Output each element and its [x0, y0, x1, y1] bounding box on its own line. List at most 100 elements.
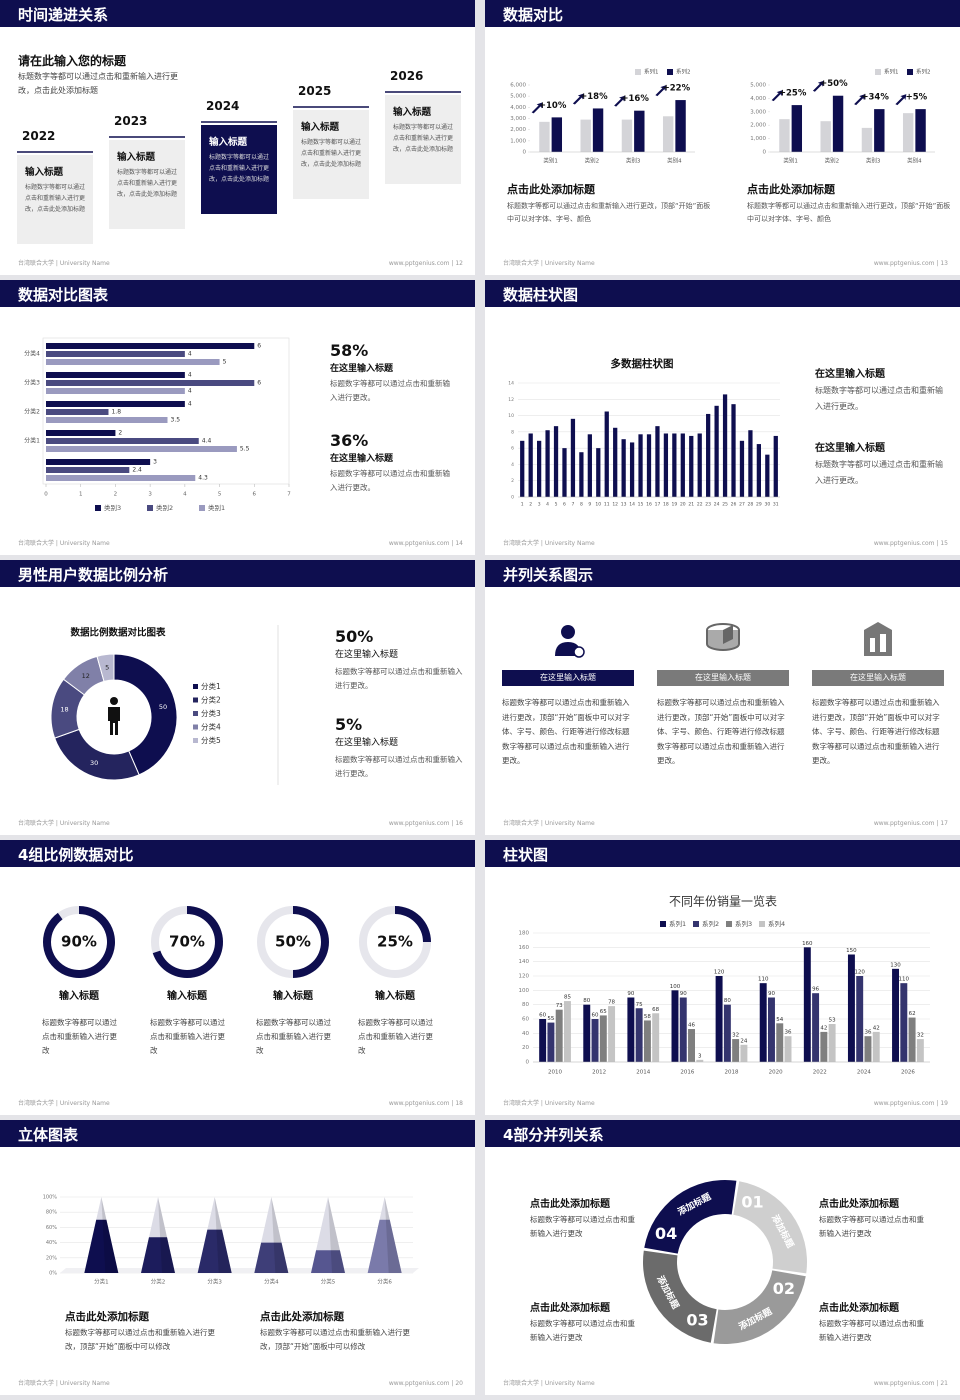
bar: [861, 127, 873, 152]
stat-value: 5%: [335, 715, 363, 734]
annotation-arrow: [771, 90, 783, 102]
box-text: 标题数字等都可以通过点击和重新输入进行更改，点击此处添加标题: [117, 169, 178, 198]
item-text: 标题数字等都可以通过点击和重新输入进行更改: [42, 1018, 117, 1055]
y-tick-label: 3,000: [510, 116, 526, 122]
item-text: 标题数字等都可以通过点击和重新输入进行更改。: [815, 386, 943, 411]
bar: [592, 108, 604, 152]
box-text: 标题数字等都可以通过点击和重新输入进行更改，点击此处添加标题: [393, 124, 454, 153]
slide: 数据柱状图 台湾联合大学 | University Name www.pptgeni…: [485, 280, 960, 555]
bar: [46, 409, 109, 415]
year: 2023: [114, 114, 148, 128]
bar: [604, 411, 609, 497]
bar: [536, 440, 542, 497]
x-tick-label: 类别2: [825, 157, 840, 165]
slide-header: 男性用户数据比例分析: [0, 560, 475, 587]
item-title: 点击此处添加标题: [819, 1199, 899, 1210]
bar: [555, 1009, 563, 1062]
footer-right: www.pptgenius.com | 12: [388, 260, 463, 267]
legend-swatch: [95, 505, 101, 511]
item-text: 标题数字等都可以通过点击和重新输入进行更改: [358, 1018, 433, 1055]
annotation-arrow: [895, 94, 907, 106]
y-tick-label: 2: [511, 478, 514, 484]
slide-title: 并列关系图示: [503, 566, 594, 584]
bar: [722, 394, 728, 497]
footer-right: www.pptgenius.com | 14: [388, 540, 463, 547]
legend-swatch: [875, 69, 881, 75]
item-text: 标题数字等都可以通过点击和重新输入进行更改: [819, 1319, 924, 1342]
y-tick-label: 20%: [46, 1255, 57, 1261]
x-tick-label: 15: [638, 502, 644, 508]
y-tick-label: 6,000: [510, 83, 526, 89]
x-tick-label: 分类2: [151, 1278, 166, 1286]
x-tick-label: 5: [218, 492, 222, 498]
item-title: 点击此处添加标题: [65, 1311, 149, 1323]
x-tick-label: 6: [563, 502, 566, 508]
stat-title: 在这里输入标题: [330, 364, 394, 374]
column-text: 标题数字等都可以通过点击和重新输入进行更改，顶部“开始”面板中可以对字体、字号、…: [502, 698, 630, 765]
legend-swatch: [693, 921, 699, 927]
bar: [680, 433, 685, 497]
bar: [539, 121, 550, 152]
bar: [675, 100, 686, 152]
category-label: 分类4: [24, 350, 40, 358]
bar: [714, 405, 719, 497]
heading: 请在此输入您的标题: [18, 54, 127, 68]
x-tick-label: 7: [571, 502, 574, 508]
value-label: 4: [188, 388, 192, 395]
value-label: 4.4: [202, 438, 212, 445]
footer-right: www.pptgenius.com | 13: [873, 260, 948, 267]
x-tick-label: 18: [663, 502, 669, 508]
legend-swatch: [193, 711, 198, 716]
legend-swatch: [199, 505, 205, 511]
value-label: 90: [768, 991, 775, 997]
bar: [784, 1036, 792, 1062]
legend-label: 系列2: [676, 68, 691, 76]
item-text: 标题数字等都可以通过点击和重新输入进行更改: [530, 1319, 635, 1342]
value-label: 60: [539, 1013, 546, 1019]
year: 2024: [206, 99, 240, 113]
x-tick-label: 10: [595, 502, 601, 508]
y-tick-label: 100%: [43, 1195, 58, 1201]
category-label: 分类3: [24, 379, 40, 387]
x-tick-label: 24: [714, 502, 720, 508]
bar: [621, 119, 633, 152]
footer-left: 台湾联合大学 | University Name: [18, 260, 110, 267]
slide-title: 数据柱状图: [503, 286, 579, 304]
x-tick-label: 2: [529, 502, 532, 508]
bar: [563, 1001, 571, 1062]
slide-header: 柱状图: [485, 840, 960, 867]
bar: [570, 418, 576, 497]
footer-left: 台湾联合大学 | University Name: [18, 1380, 110, 1387]
slide-graphics: 0 1 2 3 4 5 6 7 3 2.4 4.3 分类1 2 4.4 5.5 分类2 4 1.8 3.5 分类3 4 6…: [24, 337, 291, 512]
stat-value: 58%: [330, 341, 369, 360]
annotation: +10%: [539, 101, 567, 111]
annotation: +50%: [820, 79, 848, 89]
slide: 柱状图 台湾联合大学 | University Name www.pptgenius…: [485, 840, 960, 1115]
x-tick-label: 12: [612, 502, 618, 508]
item-title: 在这里输入标题: [815, 443, 885, 454]
bar: [46, 372, 185, 378]
x-tick-label: 类别1: [783, 157, 798, 165]
value-label: 24: [740, 1038, 747, 1044]
x-tick-label: 2022: [813, 1070, 827, 1076]
value-label: 150: [846, 948, 857, 954]
x-tick-label: 2016: [680, 1070, 694, 1076]
x-tick-label: 31: [773, 502, 779, 508]
box-title: 输入标题: [25, 167, 64, 178]
stat-text: 标题数字等都可以通过点击和重新输入进行更改。: [330, 469, 450, 492]
bar: [46, 417, 168, 423]
legend-swatch: [147, 505, 153, 511]
x-tick-label: 1: [521, 502, 524, 508]
bar: [832, 95, 844, 152]
bar: [723, 1004, 731, 1062]
x-tick-label: 4: [546, 502, 549, 508]
chart-title: 不同年份销量一览表: [669, 894, 777, 909]
bar: [596, 448, 601, 497]
bar: [599, 1015, 607, 1062]
annotation-arrow: [572, 93, 584, 105]
bar: [613, 427, 618, 497]
bar: [908, 1017, 916, 1062]
annotation: +25%: [779, 89, 807, 99]
y-tick-label: 4,000: [750, 96, 766, 102]
